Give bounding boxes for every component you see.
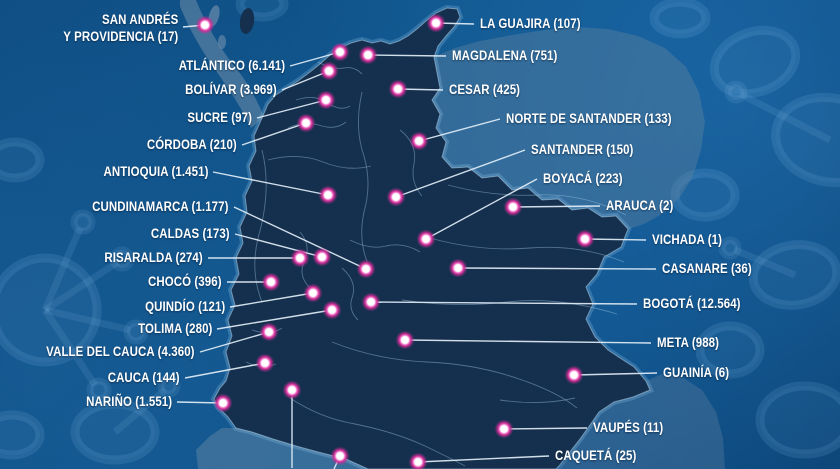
region-dot-choco — [261, 272, 281, 292]
region-dot-cordoba — [296, 113, 316, 133]
region-dot-vaupes — [494, 419, 514, 439]
region-dot-bogota — [361, 292, 381, 312]
region-dot-vichada — [575, 229, 595, 249]
region-dot-antioquia — [318, 185, 338, 205]
region-dot-cesar — [388, 79, 408, 99]
region-dot-norte-de-santander — [409, 131, 429, 151]
region-dot-caldas — [312, 247, 332, 267]
region-dots — [195, 13, 595, 469]
region-dot-bolivar — [319, 61, 339, 81]
connector-bogota — [370, 301, 638, 305]
connector-cundinamarca — [233, 206, 367, 270]
region-dot-santander — [386, 187, 406, 207]
region-dot-la-guajira — [426, 13, 446, 33]
region-dot-magdalena — [358, 45, 378, 65]
region-dot-arauca — [503, 197, 523, 217]
region-dot-cutoff-south-1 — [282, 380, 302, 400]
connector-quindio — [229, 292, 314, 308]
connector-santander — [395, 149, 526, 198]
region-dot-casanare — [448, 258, 468, 278]
brazil-landmass — [560, 374, 725, 469]
connector-arauca — [512, 205, 601, 208]
venezuela-landmass — [432, 27, 705, 229]
region-dot-risaralda — [290, 248, 310, 268]
connector-valle-del-cauca — [199, 331, 270, 353]
region-dot-meta — [395, 330, 415, 350]
region-dot-tolima — [322, 300, 342, 320]
region-dot-atlantico — [330, 42, 350, 62]
connector-antioquia — [212, 171, 329, 196]
connector-norte-de-santander — [418, 118, 501, 142]
providencia-island — [218, 35, 226, 49]
connector-guainia — [573, 372, 658, 376]
region-dot-boyaca — [416, 229, 436, 249]
connector-magdalena — [367, 54, 447, 57]
region-dot-valle-del-cauca — [259, 322, 279, 342]
region-dot-cauca — [255, 353, 275, 373]
connector-cauca — [184, 362, 266, 379]
connector-vaupes — [503, 427, 588, 430]
connector-sucre — [256, 99, 327, 119]
connector-boyaca — [425, 178, 538, 240]
connector-casanare — [457, 267, 657, 270]
connector-tolima — [216, 309, 333, 330]
region-dot-caqueta — [408, 452, 428, 469]
region-dot-sucre — [316, 90, 336, 110]
region-dot-cundinamarca — [356, 259, 376, 279]
dark-islet — [239, 8, 255, 34]
region-dot-san-andres — [195, 15, 215, 35]
connector-caqueta — [417, 455, 550, 463]
region-dot-guainia — [564, 365, 584, 385]
region-dot-narino — [213, 393, 233, 413]
ecuador-landmass — [196, 428, 368, 469]
connector-meta — [404, 339, 652, 344]
region-dot-cutoff-south-2 — [330, 446, 350, 466]
region-dot-quindio — [303, 283, 323, 303]
connector-cordoba — [241, 122, 307, 146]
connector-vichada — [584, 238, 647, 241]
virus-spikes — [41, 80, 832, 435]
